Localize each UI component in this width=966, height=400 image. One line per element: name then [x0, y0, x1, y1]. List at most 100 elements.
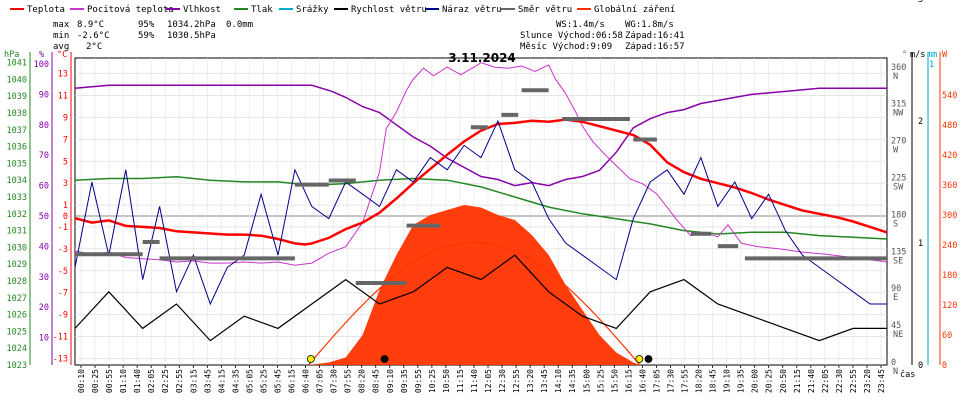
temperature-tick: -5: [58, 267, 68, 277]
max-press: 1034.2hPa: [167, 20, 216, 30]
stats-panel: max 8.9°C 95% 1034.2hPa 0.0mm min -2.6°C…: [53, 20, 685, 52]
direction-tick-label: SW: [893, 183, 904, 193]
x-tick-label: 07:05: [316, 369, 325, 393]
x-tick-label: 10:50: [442, 369, 451, 393]
temperature-tick: 9: [63, 113, 68, 123]
legend-label: Teplota: [27, 5, 65, 15]
x-unit-label: čas: [900, 369, 915, 380]
pressure-tick: 1023: [7, 361, 27, 371]
min-press: 1030.5hPa: [167, 31, 216, 41]
x-tick-label: 02:05: [147, 369, 156, 393]
wind-tick: 2: [918, 117, 923, 127]
radiation-tick: 120: [942, 301, 957, 311]
x-tick-label: 17:05: [652, 369, 661, 393]
temperature-tick: 7: [63, 135, 68, 145]
max-label: max: [53, 20, 70, 30]
sun-marker: [306, 355, 315, 363]
temperature-tick: -9: [58, 311, 68, 321]
direction-tick: 180: [891, 210, 906, 220]
radiation-tick: 420: [942, 151, 957, 161]
pressure-tick: 1032: [7, 210, 27, 220]
pressure-tick: 1036: [7, 143, 27, 153]
x-tick-label: 07:30: [330, 369, 339, 393]
humidity-tick: 60: [39, 182, 49, 192]
pressure-tick: 1039: [7, 92, 27, 102]
temperature-tick: -3: [58, 245, 68, 255]
temperature-line: [74, 118, 888, 246]
x-tick-label: 17:55: [681, 369, 690, 393]
pressure-tick: 1040: [7, 75, 27, 85]
pressure-tick: 1027: [7, 294, 27, 304]
wind-tick: 3: [918, 0, 923, 5]
x-tick-label: 20:50: [779, 369, 788, 393]
x-tick-label: 09:55: [414, 369, 423, 393]
temperature-tick: -7: [58, 289, 68, 299]
wind-speed-line: [74, 254, 887, 342]
x-tick-label: 00:10: [77, 369, 86, 393]
direction-tick: 270: [891, 137, 906, 147]
rain-tick: 1: [929, 60, 934, 70]
x-tick-label: 22:30: [835, 369, 844, 393]
x-tick-label: 23:45: [877, 369, 886, 393]
x-tick-label: 21:15: [793, 369, 802, 393]
x-tick-label: 00:25: [91, 369, 100, 393]
legend-label: Pocitová teplota: [87, 5, 174, 15]
clear-sky-curve: [308, 241, 641, 366]
pressure-tick: 1034: [7, 176, 27, 186]
humidity-tick: 100: [34, 60, 49, 70]
gust-line: [74, 119, 887, 306]
x-tick-label: 11:40: [470, 369, 479, 393]
x-tick-label: 15:25: [596, 369, 605, 393]
x-tick-label: 19:10: [723, 369, 732, 393]
pressure-tick: 1026: [7, 311, 27, 321]
wind-tick: 0: [918, 361, 923, 371]
x-tick-label: 00:55: [105, 369, 114, 393]
temperature-tick: 3: [63, 179, 68, 189]
radiation-tick: 360: [942, 181, 957, 191]
radiation-tick: 540: [942, 91, 957, 101]
humidity-line: [74, 84, 887, 187]
x-tick-label: 21:40: [807, 369, 816, 393]
x-tick-label: 06:15: [288, 369, 297, 393]
x-tick-label: 06:40: [302, 369, 311, 393]
temperature-tick: 0: [63, 212, 68, 222]
pressure-tick: 1024: [7, 344, 27, 354]
temperature-tick: -1: [58, 223, 68, 233]
direction-tick: 315: [891, 100, 906, 110]
direction-tick-label: NW: [893, 109, 904, 119]
temperature-tick: 1: [63, 201, 68, 211]
sun-marker: [635, 355, 644, 363]
pressure-tick: 1038: [7, 109, 27, 119]
x-tick-label: 02:55: [175, 369, 184, 393]
x-tick-label: 20:25: [765, 369, 774, 393]
direction-tick: 45: [891, 321, 901, 331]
pressure-line: [74, 176, 888, 240]
x-tick-label: 05:45: [273, 369, 282, 393]
x-tick-label: 13:45: [540, 369, 549, 393]
x-tick-label: 14:10: [554, 369, 563, 393]
humidity-tick: 70: [39, 151, 49, 161]
x-tick-label: 16:15: [624, 369, 633, 393]
radiation-tick: 480: [942, 121, 957, 131]
x-tick-label: 18:45: [709, 369, 718, 393]
legend-label: Globální záření: [594, 5, 675, 15]
humidity-tick: 10: [39, 334, 49, 344]
x-tick-label: 03:15: [189, 369, 198, 393]
x-tick-label: 08:20: [358, 369, 367, 393]
x-tick-label: 19:35: [737, 369, 746, 393]
pressure-tick: 1031: [7, 227, 27, 237]
plot-area: 00:10 00:25 00:55 01:10 01:40 02:05 02:25 02:55…: [4, 0, 957, 393]
pressure-tick: 1029: [7, 260, 27, 270]
wind-axis-title: m/s: [910, 50, 925, 60]
direction-axis-title: °: [902, 50, 907, 60]
x-tick-label: 12:30: [498, 369, 507, 393]
x-tick-label: 05:05: [245, 369, 254, 393]
x-tick-label: 04:15: [217, 369, 226, 393]
avg-label: avg: [53, 42, 69, 52]
moon-set: Západ:16:57: [625, 42, 685, 52]
radiation-tick: 60: [942, 331, 952, 341]
x-tick-label: 09:35: [400, 369, 409, 393]
min-temp: -2.6°C: [77, 31, 110, 41]
direction-tick: 0: [891, 358, 896, 368]
